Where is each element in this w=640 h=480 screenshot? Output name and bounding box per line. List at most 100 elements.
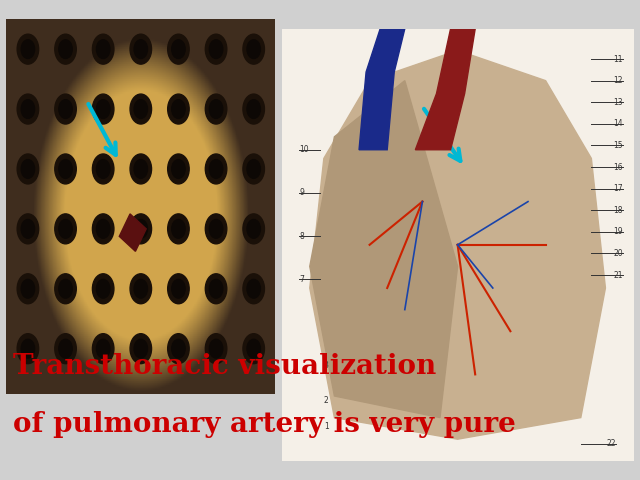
Text: 15: 15 [613,141,623,150]
Circle shape [172,219,185,238]
Circle shape [247,339,260,358]
Circle shape [92,274,114,304]
Circle shape [205,34,227,64]
Circle shape [97,100,110,119]
Circle shape [55,214,76,244]
Text: 8: 8 [300,232,304,240]
Circle shape [59,100,72,119]
Circle shape [205,94,227,124]
Polygon shape [310,50,605,439]
Circle shape [243,154,264,184]
Circle shape [243,94,264,124]
Circle shape [134,40,148,59]
Circle shape [209,100,223,119]
Text: 22: 22 [607,439,616,448]
Circle shape [17,274,38,304]
Circle shape [59,40,72,59]
Text: 11: 11 [614,55,623,63]
Text: 14: 14 [613,120,623,128]
Circle shape [247,219,260,238]
Circle shape [17,34,38,64]
Circle shape [243,334,264,364]
Circle shape [134,279,148,298]
Circle shape [247,100,260,119]
Text: 17: 17 [613,184,623,193]
Circle shape [130,274,152,304]
Text: 13: 13 [613,98,623,107]
Circle shape [59,219,72,238]
Circle shape [97,40,110,59]
Circle shape [205,334,227,364]
Circle shape [134,100,148,119]
Circle shape [168,334,189,364]
Text: of pulmonary artery is very pure: of pulmonary artery is very pure [13,411,516,438]
Text: 16: 16 [613,163,623,171]
Polygon shape [310,81,458,418]
Circle shape [21,40,35,59]
Circle shape [168,94,189,124]
Text: 3: 3 [324,361,329,370]
Circle shape [168,154,189,184]
Circle shape [134,159,148,179]
Circle shape [243,274,264,304]
Circle shape [172,100,185,119]
Circle shape [205,154,227,184]
Text: 2: 2 [324,396,328,405]
Text: 19: 19 [613,228,623,236]
Circle shape [130,214,152,244]
Polygon shape [359,29,405,150]
Circle shape [247,279,260,298]
Circle shape [59,339,72,358]
Circle shape [209,279,223,298]
Circle shape [21,100,35,119]
Text: 10: 10 [300,145,309,154]
Circle shape [243,34,264,64]
Circle shape [130,34,152,64]
Circle shape [55,94,76,124]
Circle shape [205,274,227,304]
Circle shape [17,94,38,124]
Circle shape [172,279,185,298]
Circle shape [59,279,72,298]
Circle shape [55,154,76,184]
Circle shape [247,40,260,59]
Circle shape [17,334,38,364]
Circle shape [168,274,189,304]
Circle shape [134,339,148,358]
Text: 12: 12 [614,76,623,85]
Circle shape [92,34,114,64]
Circle shape [209,159,223,179]
Circle shape [21,159,35,179]
Circle shape [130,94,152,124]
Circle shape [55,334,76,364]
Circle shape [55,34,76,64]
Text: Transthoracic visualization: Transthoracic visualization [13,353,436,380]
Text: 9: 9 [300,189,304,197]
Circle shape [209,219,223,238]
Circle shape [168,214,189,244]
Text: 20: 20 [613,249,623,258]
Text: 21: 21 [614,271,623,279]
Circle shape [97,219,110,238]
Circle shape [92,154,114,184]
Circle shape [247,159,260,179]
Circle shape [97,279,110,298]
Circle shape [92,334,114,364]
Circle shape [97,159,110,179]
Polygon shape [415,29,476,150]
Circle shape [59,159,72,179]
Circle shape [21,279,35,298]
Text: 18: 18 [614,206,623,215]
Circle shape [134,219,148,238]
Circle shape [21,339,35,358]
Polygon shape [119,214,146,252]
Circle shape [17,154,38,184]
Text: 1: 1 [324,422,328,431]
Circle shape [92,214,114,244]
Circle shape [130,154,152,184]
Circle shape [92,94,114,124]
Circle shape [97,339,110,358]
Text: 7: 7 [300,275,304,284]
Circle shape [130,334,152,364]
Circle shape [209,40,223,59]
